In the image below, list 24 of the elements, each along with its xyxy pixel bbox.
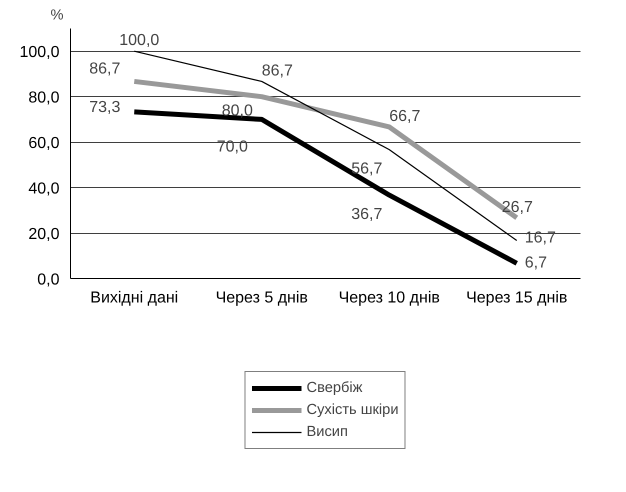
legend-label: Свербіж xyxy=(306,380,362,396)
data-label: 100,0 xyxy=(119,32,160,50)
y-tick-label: 80,0 xyxy=(28,90,60,107)
x-tick-label: Вихідні дані xyxy=(90,290,178,306)
data-label: 80,0 xyxy=(222,102,253,120)
data-label: 66,7 xyxy=(389,108,420,125)
data-label: 6,7 xyxy=(524,254,548,272)
x-tick-label: Через 15 днів xyxy=(466,290,568,306)
y-axis-title: % xyxy=(50,8,64,24)
y-tick-label: 100,0 xyxy=(19,44,60,62)
data-label: 26,7 xyxy=(502,198,533,216)
data-label: 73,3 xyxy=(89,98,120,116)
y-tick-label: 20,0 xyxy=(28,226,60,244)
legend-label: Висип xyxy=(306,424,348,440)
y-tick-label: 40,0 xyxy=(28,180,60,198)
data-label: 86,7 xyxy=(89,60,120,78)
y-tick-label: 0,0 xyxy=(37,272,60,288)
data-label: 86,7 xyxy=(262,62,293,80)
legend-label: Сухість шкіри xyxy=(306,402,399,418)
x-tick-label: Через 10 днів xyxy=(338,290,440,306)
data-label: 56,7 xyxy=(351,160,382,178)
data-label: 36,7 xyxy=(351,206,382,224)
y-tick-label: 60,0 xyxy=(28,135,60,152)
x-tick-label: Через 5 днів xyxy=(216,290,308,306)
